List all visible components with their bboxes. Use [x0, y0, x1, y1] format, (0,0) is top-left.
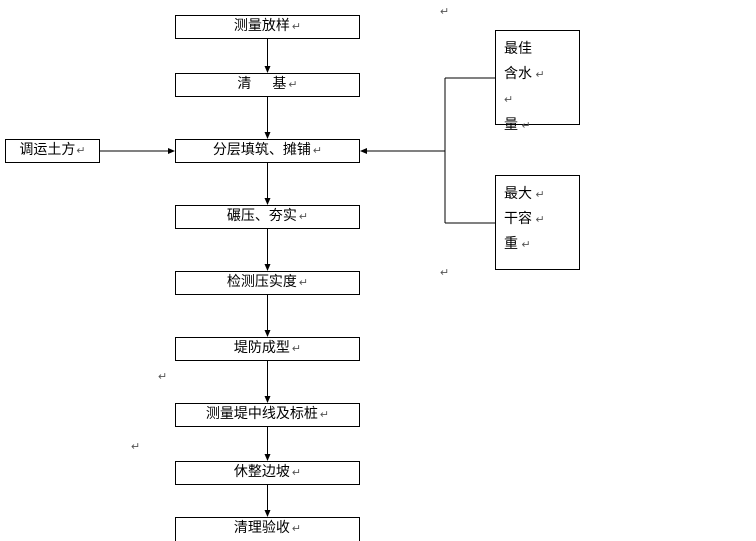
- node-max-dry-density: 最大 ↵ 干容 ↵ 重 ↵: [495, 175, 580, 270]
- return-glyph: ↵: [536, 214, 545, 226]
- line: 最佳: [504, 37, 571, 62]
- return-glyph: ↵: [536, 189, 545, 201]
- line: 最大: [504, 187, 532, 202]
- node-survey-centerline-stakes: 测量堤中线及标桩 ↵: [175, 403, 360, 427]
- node-label: 测量放样: [234, 18, 290, 36]
- return-glyph: ↵: [522, 120, 531, 132]
- return-glyph: ↵: [292, 522, 301, 536]
- node-clear-foundation: 清 基 ↵: [175, 73, 360, 97]
- return-glyph: ↵: [313, 144, 322, 158]
- node-label: 碾压、夯实: [227, 208, 297, 226]
- flowchart-canvas: 测量放样 ↵ 清 基 ↵ 分层填筑、摊铺 ↵ 碾压、夯实 ↵ 检测压实度 ↵ 堤…: [0, 0, 756, 534]
- node-label: 堤防成型: [234, 340, 290, 358]
- node-roll-compact: 碾压、夯实 ↵: [175, 205, 360, 229]
- node-label: 清理验收: [234, 520, 290, 538]
- return-glyph: ↵: [76, 144, 85, 158]
- return-glyph: ↵: [299, 276, 308, 290]
- node-trim-slope: 休整边坡 ↵: [175, 461, 360, 485]
- node-layered-fill-spread: 分层填筑、摊铺 ↵: [175, 139, 360, 163]
- return-glyph: ↵: [522, 239, 531, 251]
- return-glyph: ↵: [320, 408, 329, 422]
- node-label: 测量堤中线及标桩: [206, 406, 318, 424]
- node-check-compaction: 检测压实度 ↵: [175, 271, 360, 295]
- return-glyph: ↵: [288, 78, 297, 92]
- node-cleanup-acceptance: 清理验收 ↵: [175, 517, 360, 541]
- return-glyph: ↵: [440, 5, 449, 18]
- node-label: 清 基: [237, 76, 286, 94]
- node-dike-formed: 堤防成型 ↵: [175, 337, 360, 361]
- edges-layer: [0, 0, 756, 534]
- node-label: 调运土方: [19, 142, 75, 160]
- node-label: 休整边坡: [234, 464, 290, 482]
- line: 重: [504, 237, 518, 252]
- node-measure-setout: 测量放样 ↵: [175, 15, 360, 39]
- return-glyph: ↵: [292, 20, 301, 34]
- line: 含水: [504, 67, 532, 82]
- node-label: 分层填筑、摊铺: [213, 142, 311, 160]
- node-transport-earth: 调运土方 ↵: [5, 139, 100, 163]
- return-glyph: ↵: [158, 370, 167, 383]
- line: 干容: [504, 212, 532, 227]
- node-optimum-moisture: 最佳 含水 ↵ ↵ 量 ↵: [495, 30, 580, 125]
- return-glyph: ↵: [299, 210, 308, 224]
- return-glyph: ↵: [292, 342, 301, 356]
- node-label: 检测压实度: [227, 274, 297, 292]
- return-glyph: ↵: [536, 69, 545, 81]
- return-glyph: ↵: [504, 94, 513, 106]
- return-glyph: ↵: [131, 440, 140, 453]
- line: 量: [504, 118, 518, 133]
- return-glyph: ↵: [292, 466, 301, 480]
- return-glyph: ↵: [440, 266, 449, 279]
